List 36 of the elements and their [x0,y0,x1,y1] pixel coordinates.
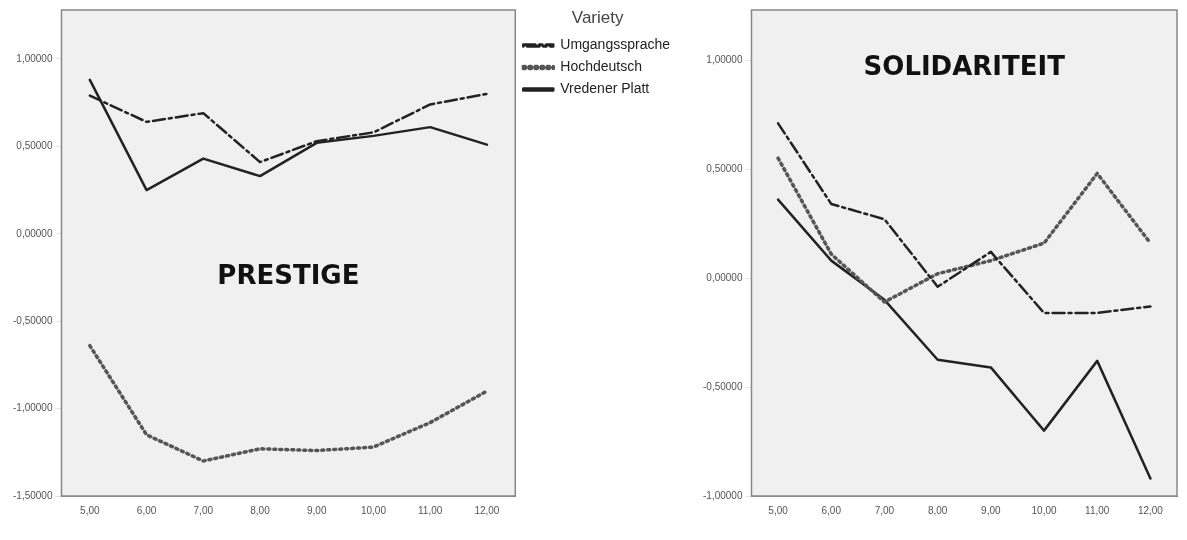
x-tick-label: 10,00 [1031,504,1057,516]
x-tick-label: 12,00 [474,504,500,516]
y-tick-label: 1,00000 [16,52,53,64]
y-tick-label: 0,00000 [706,271,743,283]
text: PRESTIGE [217,260,360,291]
y-tick-label: -1,00000 [702,489,743,501]
line-series [776,156,1153,304]
y-tick-label: -0,50000 [12,314,53,326]
y-tick-label: 1,00000 [706,53,743,65]
x-tick-label: 8,00 [927,504,948,516]
line-series [88,343,489,463]
y-tick-label: 0,50000 [16,140,53,152]
x-tick-label: 6,00 [821,504,842,516]
x-tick-label: 9,00 [981,504,1001,516]
y-tick-label: 0,00000 [16,227,53,239]
y-tick-label: 0,50000 [706,162,743,174]
x-tick-label: 11,00 [418,504,443,516]
x-tick-label: 11,00 [1085,504,1110,516]
x-tick-label: 7,00 [874,504,895,516]
line-series [776,122,1152,315]
x-tick-label: 10,00 [360,504,387,516]
y-tick-label: -1,50000 [12,489,53,501]
legend-label: Vredener Platt [560,80,650,97]
text: SOLIDARITEIT [863,51,1066,82]
x-tick-label: 5,00 [768,504,789,516]
x-tick-label: 9,00 [307,504,327,516]
legend-label: Umgangssprache [560,36,671,53]
y-tick-label: -0,50000 [702,380,743,392]
x-tick-label: 12,00 [1137,504,1164,516]
x-tick-label: 8,00 [250,504,271,516]
x-tick-label: 6,00 [136,504,157,516]
legend-title: Variety [571,8,624,28]
legend-label: Hochdeutsch [560,58,642,75]
y-tick-label: -1,00000 [12,402,53,414]
x-tick-label: 7,00 [193,504,214,516]
x-tick-label: 5,00 [80,504,101,516]
